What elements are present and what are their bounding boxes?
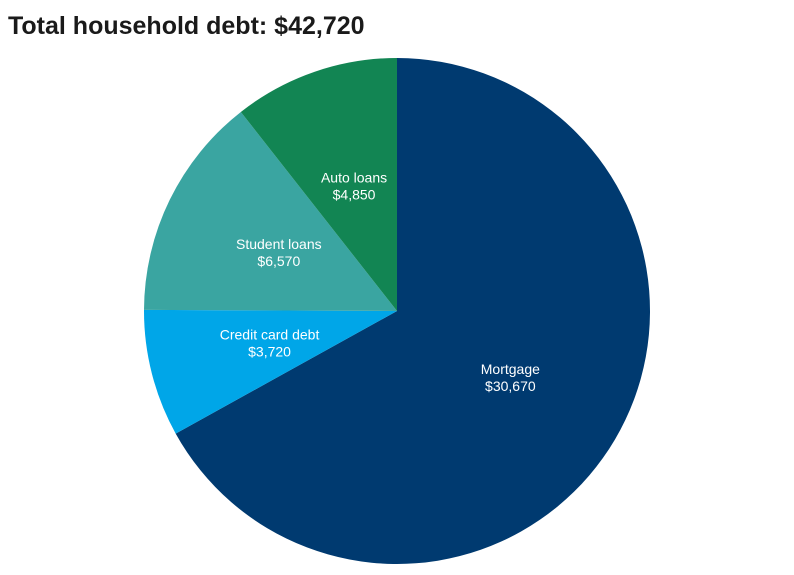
slice-label-name: Auto loans — [321, 170, 387, 186]
pie-slice-auto-loans — [240, 58, 397, 311]
slice-label-name: Student loans — [236, 236, 322, 252]
slice-label-name: Credit card debt — [220, 327, 320, 343]
slice-label-student-loans: Student loans $6,570 — [236, 236, 322, 269]
pie-labels: Mortgage $30,670 Credit card debt $3,720 Stu… — [220, 170, 540, 394]
slice-label-value: $4,850 — [333, 187, 376, 203]
slice-label-credit-card-debt: Credit card debt $3,720 — [220, 327, 320, 360]
slice-label-value: $30,670 — [485, 378, 536, 394]
pie-slice-credit-card-debt — [144, 309, 397, 434]
slice-label-value: $3,720 — [248, 344, 291, 360]
pie-slice-student-loans — [144, 111, 397, 311]
pie-slices — [144, 58, 650, 565]
chart-title: Total household debt: $42,720 — [8, 12, 365, 40]
slice-label-name: Mortgage — [481, 361, 540, 377]
slice-label-mortgage: Mortgage $30,670 — [481, 361, 540, 394]
pie-slice-mortgage — [175, 58, 650, 565]
slice-label-value: $6,570 — [257, 253, 300, 269]
slice-label-auto-loans: Auto loans $4,850 — [321, 170, 387, 203]
